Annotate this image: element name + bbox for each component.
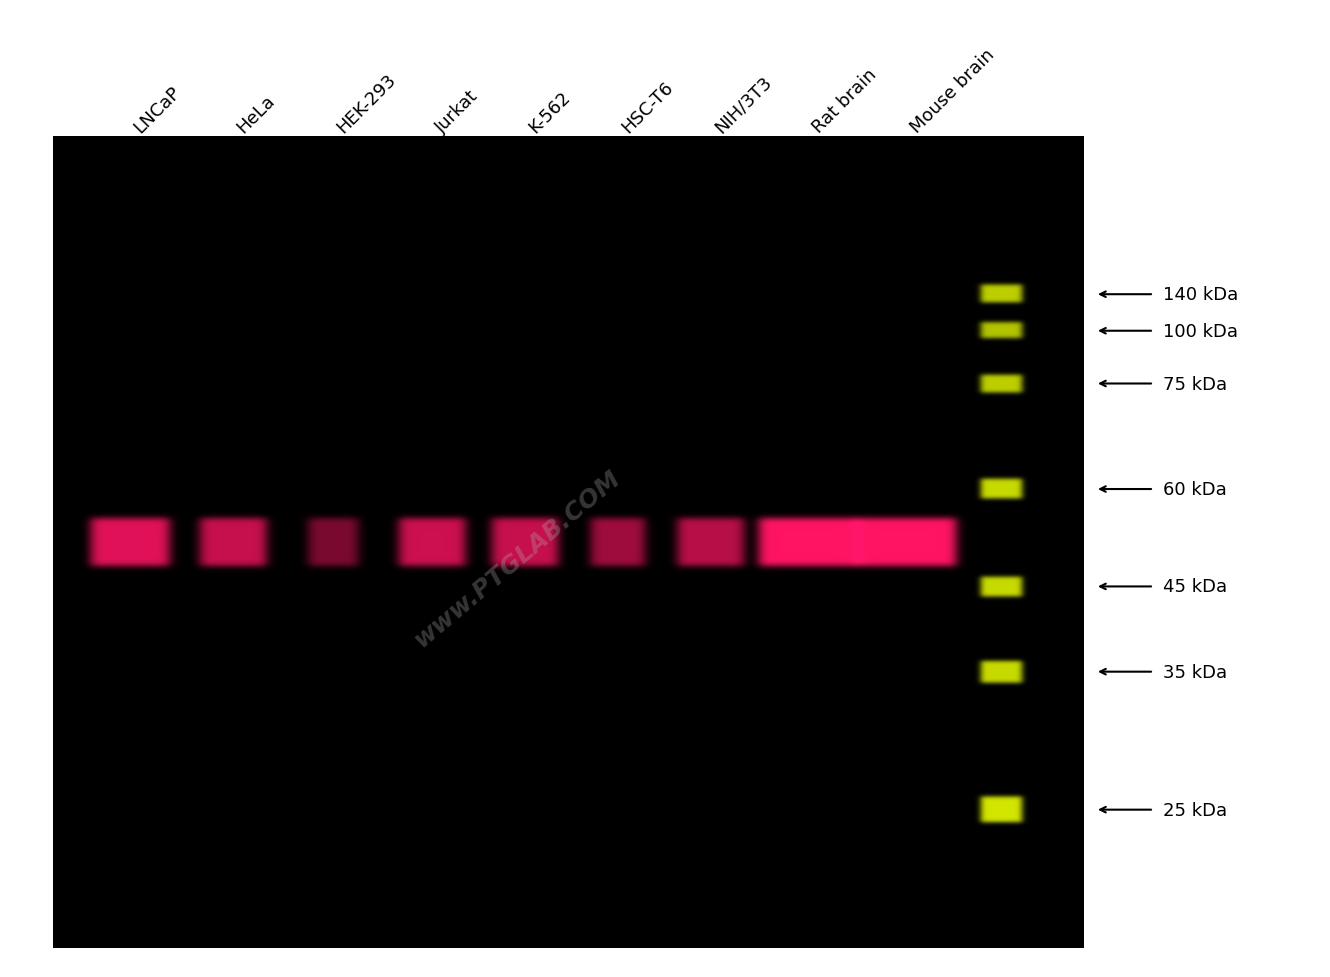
Text: HEK-293: HEK-293 [334,70,400,137]
Text: HeLa: HeLa [234,92,279,137]
Text: NIH/3T3: NIH/3T3 [710,73,775,137]
Text: 35 kDa: 35 kDa [1162,663,1228,681]
Text: Jurkat: Jurkat [432,87,483,137]
Text: K-562: K-562 [525,88,575,137]
Text: LNCaP: LNCaP [130,83,185,137]
Text: 45 kDa: 45 kDa [1162,577,1228,596]
Text: 140 kDa: 140 kDa [1162,286,1238,304]
Text: 60 kDa: 60 kDa [1162,481,1226,498]
Text: HSC-T6: HSC-T6 [618,78,677,137]
Text: 75 kDa: 75 kDa [1162,375,1228,393]
Text: 25 kDa: 25 kDa [1162,801,1228,819]
Text: Rat brain: Rat brain [809,65,880,137]
Text: Mouse brain: Mouse brain [907,46,998,137]
Text: www.PTGLAB.COM: www.PTGLAB.COM [410,465,625,652]
Text: 100 kDa: 100 kDa [1162,322,1238,340]
